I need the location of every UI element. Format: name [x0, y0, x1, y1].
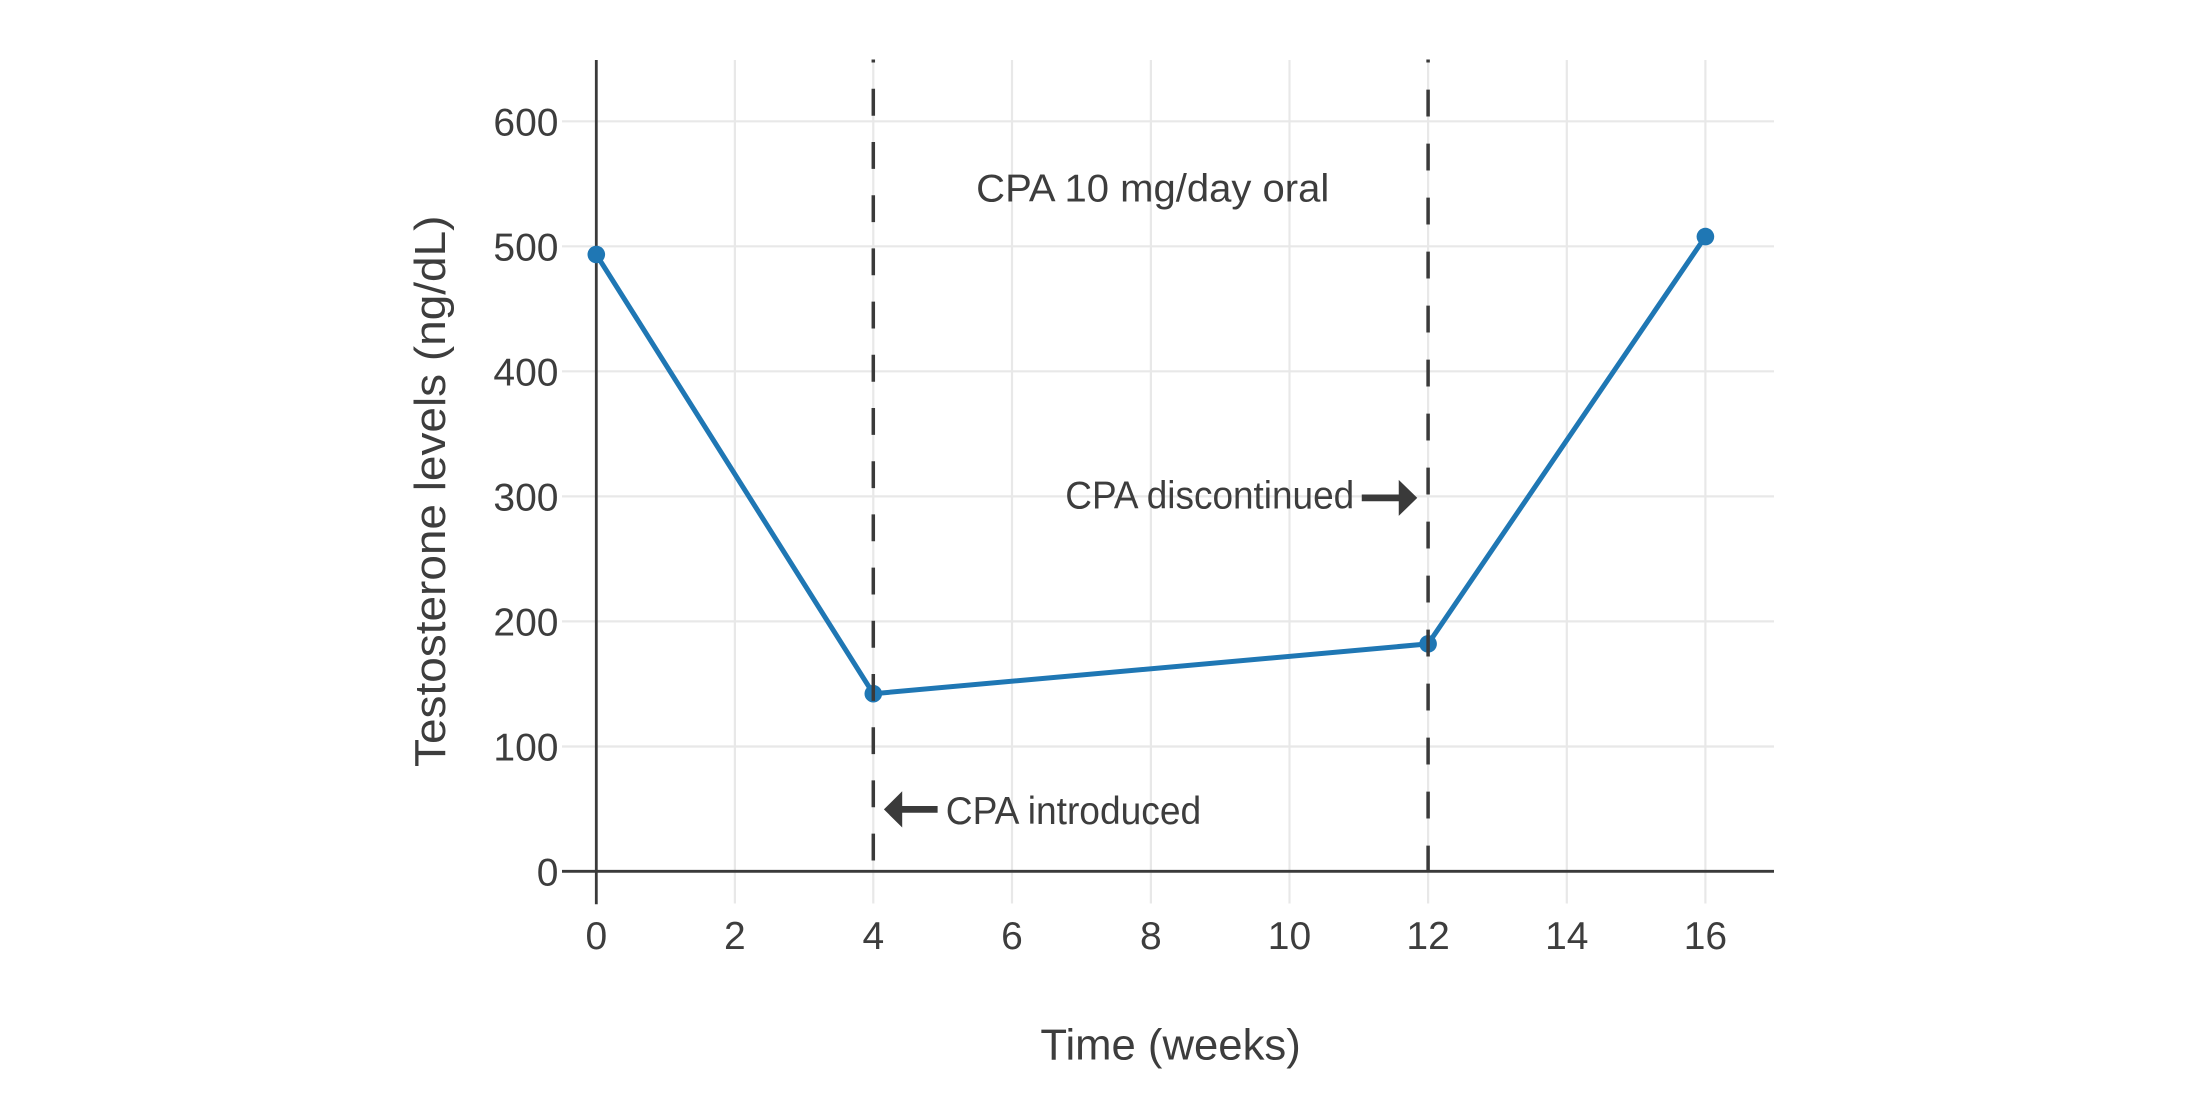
- svg-text:300: 300: [493, 476, 558, 519]
- svg-text:8: 8: [1140, 915, 1162, 958]
- svg-text:CPA 10 mg/day oral: CPA 10 mg/day oral: [976, 167, 1329, 210]
- svg-text:CPA introduced: CPA introduced: [946, 790, 1201, 833]
- svg-text:CPA discontinued: CPA discontinued: [1065, 475, 1354, 518]
- svg-text:6: 6: [1001, 915, 1023, 958]
- svg-text:16: 16: [1684, 915, 1727, 958]
- svg-text:400: 400: [493, 351, 558, 394]
- svg-text:Time (weeks): Time (weeks): [1040, 1020, 1300, 1069]
- svg-text:200: 200: [493, 601, 558, 644]
- svg-text:0: 0: [537, 852, 559, 895]
- svg-text:0: 0: [585, 915, 607, 958]
- svg-text:2: 2: [724, 915, 746, 958]
- svg-text:600: 600: [493, 101, 558, 144]
- svg-text:500: 500: [493, 226, 558, 269]
- svg-text:4: 4: [862, 915, 884, 958]
- svg-text:10: 10: [1268, 915, 1311, 958]
- svg-text:14: 14: [1545, 915, 1588, 958]
- svg-text:100: 100: [493, 727, 558, 770]
- svg-text:Testosterone levels (ng/dL): Testosterone levels (ng/dL): [406, 216, 455, 767]
- svg-text:12: 12: [1406, 915, 1449, 958]
